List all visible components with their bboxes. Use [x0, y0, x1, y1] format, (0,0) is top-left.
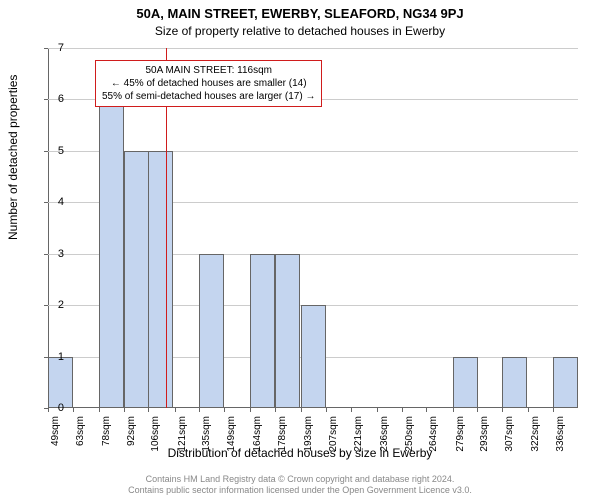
- xtick-mark: [175, 408, 176, 412]
- xtick-label: 322sqm: [530, 416, 541, 456]
- xtick-mark: [453, 408, 454, 412]
- xtick-label: 63sqm: [75, 416, 86, 456]
- ytick-label: 0: [44, 402, 64, 414]
- footer-attribution: Contains HM Land Registry data © Crown c…: [0, 474, 600, 496]
- histogram-bar: [453, 357, 478, 408]
- annotation-line1: 50A MAIN STREET: 116sqm: [102, 64, 315, 77]
- chart-subtitle: Size of property relative to detached ho…: [0, 24, 600, 38]
- footer-line2: Contains public sector information licen…: [0, 485, 600, 496]
- xtick-mark: [301, 408, 302, 412]
- xtick-mark: [326, 408, 327, 412]
- xtick-mark: [402, 408, 403, 412]
- xtick-mark: [199, 408, 200, 412]
- ytick-label: 3: [44, 248, 64, 260]
- xtick-mark: [528, 408, 529, 412]
- xtick-label: 164sqm: [252, 416, 263, 456]
- histogram-bar: [48, 357, 73, 408]
- histogram-bar: [301, 305, 326, 408]
- histogram-bar: [250, 254, 275, 408]
- chart-container: 50A, MAIN STREET, EWERBY, SLEAFORD, NG34…: [0, 0, 600, 500]
- histogram-bar: [148, 151, 173, 408]
- ytick-label: 6: [44, 93, 64, 105]
- xtick-mark: [99, 408, 100, 412]
- xtick-label: 193sqm: [303, 416, 314, 456]
- xtick-label: 221sqm: [353, 416, 364, 456]
- xtick-label: 178sqm: [277, 416, 288, 456]
- footer-line1: Contains HM Land Registry data © Crown c…: [0, 474, 600, 485]
- xtick-label: 307sqm: [504, 416, 515, 456]
- chart-title: 50A, MAIN STREET, EWERBY, SLEAFORD, NG34…: [0, 6, 600, 21]
- xtick-label: 149sqm: [226, 416, 237, 456]
- histogram-bar: [99, 99, 124, 408]
- xtick-mark: [275, 408, 276, 412]
- xtick-mark: [224, 408, 225, 412]
- histogram-bar: [502, 357, 527, 408]
- gridline: [48, 48, 578, 49]
- ytick-label: 1: [44, 351, 64, 363]
- ytick-label: 7: [44, 42, 64, 54]
- ytick-label: 2: [44, 299, 64, 311]
- xtick-mark: [426, 408, 427, 412]
- xtick-label: 121sqm: [177, 416, 188, 456]
- xtick-label: 135sqm: [201, 416, 212, 456]
- xtick-mark: [148, 408, 149, 412]
- xtick-mark: [553, 408, 554, 412]
- ytick-label: 4: [44, 196, 64, 208]
- histogram-bar: [275, 254, 300, 408]
- annotation-line2: ← 45% of detached houses are smaller (14…: [102, 77, 315, 90]
- xtick-label: 279sqm: [455, 416, 466, 456]
- xtick-label: 264sqm: [428, 416, 439, 456]
- xtick-label: 92sqm: [126, 416, 137, 456]
- y-axis-label: Number of detached properties: [6, 75, 20, 240]
- xtick-label: 106sqm: [150, 416, 161, 456]
- annotation-box: 50A MAIN STREET: 116sqm ← 45% of detache…: [95, 60, 322, 107]
- xtick-mark: [351, 408, 352, 412]
- xtick-label: 49sqm: [50, 416, 61, 456]
- xtick-label: 250sqm: [404, 416, 415, 456]
- xtick-label: 236sqm: [379, 416, 390, 456]
- xtick-label: 78sqm: [101, 416, 112, 456]
- xtick-label: 207sqm: [328, 416, 339, 456]
- xtick-mark: [73, 408, 74, 412]
- histogram-bar: [199, 254, 224, 408]
- xtick-mark: [124, 408, 125, 412]
- xtick-label: 336sqm: [555, 416, 566, 456]
- xtick-mark: [477, 408, 478, 412]
- histogram-bar: [124, 151, 149, 408]
- xtick-label: 293sqm: [479, 416, 490, 456]
- ytick-label: 5: [44, 145, 64, 157]
- xtick-mark: [377, 408, 378, 412]
- histogram-bar: [553, 357, 578, 408]
- annotation-line3: 55% of semi-detached houses are larger (…: [102, 90, 315, 103]
- xtick-mark: [250, 408, 251, 412]
- xtick-mark: [502, 408, 503, 412]
